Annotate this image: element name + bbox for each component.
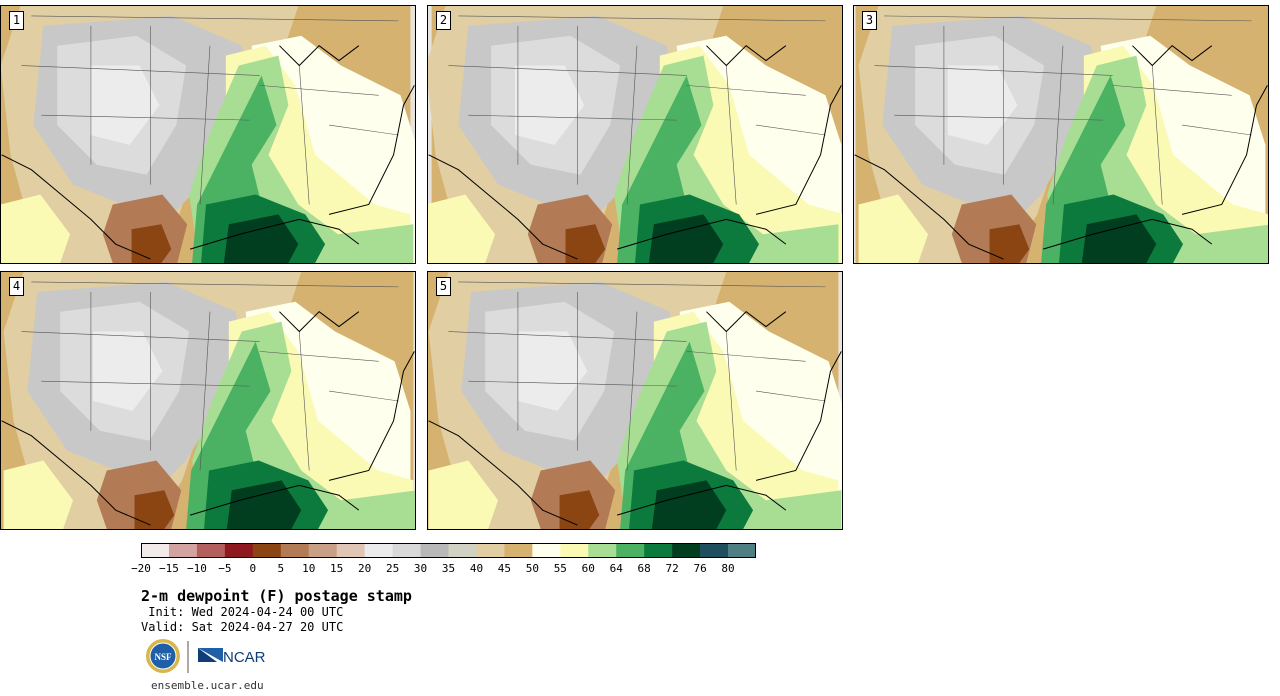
logos: NSF NCAR (146, 639, 266, 673)
member-number-label: 1 (9, 11, 24, 30)
colorbar-swatch (308, 543, 337, 558)
colorbar-tick-label: 5 (277, 562, 285, 575)
colorbar-tick-label: 76 (693, 562, 707, 575)
colorbar-tick-label: 0 (249, 562, 257, 575)
colorbar-swatch (168, 543, 198, 558)
map-fill-layers (855, 6, 1268, 263)
colorbar-swatch (532, 543, 561, 558)
colorbar-tick-label: 40 (469, 562, 484, 575)
coastline (428, 311, 842, 526)
chart-title: 2-m dewpoint (F) postage stamp (141, 587, 412, 605)
colorbar-tick-label: 68 (637, 562, 651, 575)
colorbar-tick-label: 60 (581, 562, 595, 575)
ensemble-member-panel-1: 1 (0, 5, 416, 264)
colorbar-tick-label: 50 (525, 562, 539, 575)
ensemble-member-panel-4: 4 (0, 271, 416, 530)
svg-text:NSF: NSF (154, 652, 172, 662)
dewpoint-map-3 (854, 6, 1268, 263)
colorbar-swatch (364, 543, 393, 558)
ensemble-member-panel-2: 2 (427, 5, 843, 264)
dewpoint-map-4 (1, 272, 415, 529)
dewpoint-map-2 (428, 6, 842, 263)
colorbar-swatch (280, 543, 310, 558)
colorbar-swatch (700, 543, 729, 558)
state-borders (874, 15, 1252, 205)
colorbar-swatch (224, 543, 254, 558)
colorbar-swatch (644, 543, 673, 558)
colorbar-swatch (672, 543, 701, 558)
colorbar-tick-label: 55 (553, 562, 567, 575)
state-borders (21, 281, 399, 471)
state-borders (448, 15, 826, 205)
colorbar-tick-label: 20 (358, 562, 372, 575)
colorbar-swatch (336, 543, 365, 558)
colorbar-tick-labels: −20 −15 −10 −5 0 5 10 15 20 25 30 35 40 45 50 55 60 64 68 7… (0, 562, 800, 576)
ensemble-url: ensemble.ucar.edu (151, 679, 264, 692)
dewpoint-colorbar (141, 543, 756, 558)
colorbar-swatch (560, 543, 589, 558)
map-fill-layers (428, 6, 842, 263)
valid-time: Valid: Sat 2024-04-27 20 UTC (141, 620, 344, 634)
colorbar-tick-label: 80 (721, 562, 735, 575)
colorbar-tick-label: 30 (413, 562, 428, 575)
state-borders (21, 15, 399, 205)
colorbar-tick-label: 15 (330, 562, 344, 575)
init-time: Init: Wed 2024-04-24 00 UTC (141, 605, 344, 619)
colorbar-tick-label: 72 (665, 562, 679, 575)
colorbar-tick-label: 64 (609, 562, 623, 575)
colorbar-tick-label: −5 (218, 562, 232, 575)
colorbar-tick-label: 10 (302, 562, 316, 575)
colorbar-tick-label: −10 (186, 562, 207, 575)
map-fill-layers (1, 6, 415, 263)
member-number-label: 5 (436, 277, 451, 296)
colorbar-tick-label: 25 (385, 562, 400, 575)
nsf-logo: NSF (146, 639, 180, 673)
colorbar-swatch (728, 543, 756, 558)
ncar-logo: NCAR (198, 648, 266, 666)
colorbar-swatch (616, 543, 645, 558)
colorbar-swatch (504, 543, 533, 558)
colorbar-swatch (252, 543, 282, 558)
state-borders (448, 281, 826, 471)
colorbar-swatch (196, 543, 226, 558)
colorbar-tick-label: −15 (159, 562, 179, 575)
dewpoint-map-1 (1, 6, 415, 263)
dewpoint-map-5 (428, 272, 842, 529)
map-fill-layers (1, 272, 415, 529)
member-number-label: 4 (9, 277, 24, 296)
coastline (854, 45, 1268, 260)
map-fill-layers (428, 272, 842, 529)
coastline (428, 45, 842, 260)
colorbar-swatch (420, 543, 449, 558)
member-number-label: 2 (436, 11, 451, 30)
ensemble-member-panel-5: 5 (427, 271, 843, 530)
svg-text:NCAR: NCAR (223, 649, 266, 666)
colorbar-swatch (392, 543, 421, 558)
colorbar-tick-label: 45 (497, 562, 512, 575)
coastline (1, 45, 415, 260)
colorbar-swatch (141, 543, 170, 558)
colorbar-tick-label: 35 (441, 562, 456, 575)
colorbar-swatch (588, 543, 617, 558)
colorbar-swatch (476, 543, 505, 558)
ensemble-member-panel-3: 3 (853, 5, 1269, 264)
coastline (1, 311, 415, 526)
colorbar-tick-label: −20 (131, 562, 151, 575)
colorbar-swatch (448, 543, 477, 558)
member-number-label: 3 (862, 11, 877, 30)
